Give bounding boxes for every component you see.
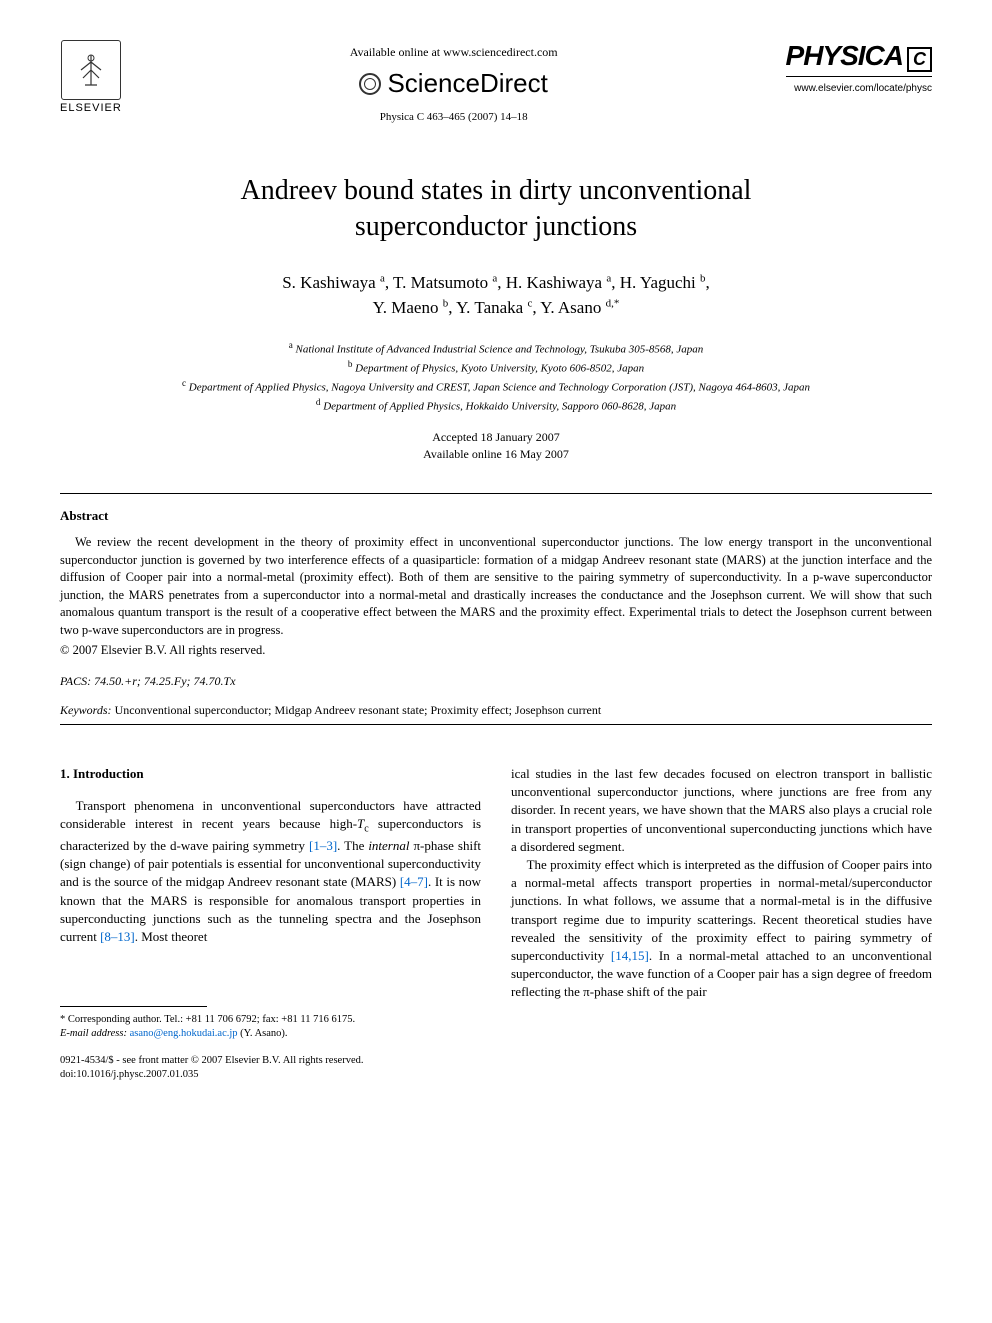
physica-brand: PHYSICA: [786, 40, 903, 71]
ref-link-2[interactable]: [4–7]: [400, 874, 428, 889]
center-header: Available online at www.sciencedirect.co…: [122, 40, 786, 123]
abstract-text: We review the recent development in the …: [60, 534, 932, 639]
author-1: S. Kashiwaya: [282, 273, 375, 292]
affiliations: a National Institute of Advanced Industr…: [60, 339, 932, 416]
journal-url[interactable]: www.elsevier.com/locate/physc: [786, 83, 932, 94]
corresponding-author-footnote: * Corresponding author. Tel.: +81 11 706…: [60, 1013, 481, 1040]
keywords-line: Keywords: Unconventional superconductor;…: [60, 703, 932, 718]
author-6-aff: c: [527, 298, 532, 310]
pacs-values: 74.50.+r; 74.25.Fy; 74.70.Tx: [94, 674, 235, 688]
abstract-bottom-rule: [60, 724, 932, 725]
email-link[interactable]: asano@eng.hokudai.ac.jp: [130, 1028, 238, 1039]
publication-dates: Accepted 18 January 2007 Available onlin…: [60, 429, 932, 463]
title-line-1: Andreev bound states in dirty unconventi…: [241, 175, 752, 206]
author-5-aff: b: [443, 298, 449, 310]
physica-rule: [786, 76, 932, 77]
elsevier-tree-icon: [61, 40, 121, 100]
sciencedirect-logo: ScienceDirect: [122, 68, 786, 99]
elsevier-logo: ELSEVIER: [60, 40, 122, 114]
body-columns: 1. Introduction Transport phenomena in u…: [60, 765, 932, 1082]
footer-doi: doi:10.1016/j.physc.2007.01.035: [60, 1068, 481, 1082]
online-date: Available online 16 May 2007: [423, 447, 569, 461]
keywords-values: Unconventional superconductor; Midgap An…: [115, 703, 602, 717]
right-column: ical studies in the last few decades foc…: [511, 765, 932, 1082]
author-3: H. Kashiwaya: [506, 273, 602, 292]
ref-link-4[interactable]: [14,15]: [611, 948, 649, 963]
sciencedirect-text: ScienceDirect: [387, 68, 547, 99]
page-footer: 0921-4534/$ - see front matter © 2007 El…: [60, 1054, 481, 1081]
author-2-aff: a: [492, 272, 497, 284]
pacs-label: PACS:: [60, 674, 91, 688]
footnote-rule: [60, 1006, 207, 1007]
intro-para-1: Transport phenomena in unconventional su…: [60, 797, 481, 946]
corr-author-contact: * Corresponding author. Tel.: +81 11 706…: [60, 1013, 481, 1027]
header-row: ELSEVIER Available online at www.science…: [60, 40, 932, 123]
affiliation-c: Department of Applied Physics, Nagoya Un…: [189, 382, 810, 394]
section-1-heading: 1. Introduction: [60, 765, 481, 783]
author-4: H. Yaguchi: [620, 273, 696, 292]
author-7: Y. Asano: [540, 298, 601, 317]
author-6: Y. Tanaka: [456, 298, 523, 317]
available-online-text: Available online at www.sciencedirect.co…: [122, 45, 786, 60]
authors-list: S. Kashiwaya a, T. Matsumoto a, H. Kashi…: [60, 270, 932, 321]
email-label: E-mail address:: [60, 1028, 127, 1039]
intro-para-2: The proximity effect which is interprete…: [511, 856, 932, 1002]
email-author-name: (Y. Asano).: [240, 1028, 287, 1039]
left-column: 1. Introduction Transport phenomena in u…: [60, 765, 481, 1082]
author-3-aff: a: [606, 272, 611, 284]
accepted-date: Accepted 18 January 2007: [432, 430, 560, 444]
article-title: Andreev bound states in dirty unconventi…: [60, 173, 932, 246]
title-line-2: superconductor junctions: [355, 211, 637, 242]
pacs-line: PACS: 74.50.+r; 74.25.Fy; 74.70.Tx: [60, 674, 932, 689]
affiliation-a: National Institute of Advanced Industria…: [296, 343, 704, 355]
author-4-aff: b: [700, 272, 706, 284]
ref-link-3[interactable]: [8–13]: [100, 929, 135, 944]
abstract-copyright: © 2007 Elsevier B.V. All rights reserved…: [60, 643, 932, 658]
abstract-top-rule: [60, 493, 932, 494]
affiliation-b: Department of Physics, Kyoto University,…: [355, 363, 644, 375]
author-2: T. Matsumoto: [393, 273, 488, 292]
physica-letter: C: [907, 47, 932, 72]
journal-reference: Physica C 463–465 (2007) 14–18: [122, 111, 786, 123]
ref-link-1[interactable]: [1–3]: [309, 838, 337, 853]
sciencedirect-icon: [359, 73, 381, 95]
keywords-label: Keywords:: [60, 703, 112, 717]
author-5: Y. Maeno: [373, 298, 439, 317]
author-7-aff: d,*: [606, 298, 620, 310]
elsevier-label: ELSEVIER: [60, 102, 122, 114]
physica-logo: PHYSICAC www.elsevier.com/locate/physc: [786, 40, 932, 94]
abstract-heading: Abstract: [60, 508, 932, 524]
footer-line-1: 0921-4534/$ - see front matter © 2007 El…: [60, 1054, 481, 1068]
author-1-aff: a: [380, 272, 385, 284]
affiliation-d: Department of Applied Physics, Hokkaido …: [323, 401, 676, 413]
intro-para-1-cont: ical studies in the last few decades foc…: [511, 765, 932, 856]
